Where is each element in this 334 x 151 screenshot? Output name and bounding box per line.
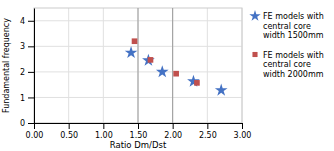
x-axis: 0.00 0.50 1.00 1.50 2.00 2.50 3.00 xyxy=(26,123,252,140)
x-tick: 2.00 xyxy=(164,123,182,140)
point xyxy=(215,84,228,96)
x-grid-line xyxy=(172,8,173,123)
x-tick-mark xyxy=(103,123,104,129)
y-tick-mark xyxy=(28,97,34,98)
legend-label-line: width 2000mm xyxy=(263,70,324,79)
chart-container: 0.00 0.50 1.00 1.50 2.00 2.50 3.00 0 1 2 3 4 Ratio D… xyxy=(0,0,334,151)
legend-label-line: central core xyxy=(263,60,311,69)
x-tick-label: 1.50 xyxy=(130,131,148,140)
legend-marker xyxy=(249,10,260,21)
legend-item: FE models withcentral corewidth 1500mm xyxy=(249,10,323,40)
y-tick-mark xyxy=(28,123,34,124)
vertical-line xyxy=(138,8,139,123)
y-axis: 0 1 2 3 4 xyxy=(20,9,35,129)
x-tick: 1.50 xyxy=(130,123,148,140)
y-tick: 0 xyxy=(20,119,34,128)
x-grid-line xyxy=(103,8,104,123)
legend-label-line: FE models with xyxy=(263,51,324,60)
x-tick-label: 2.50 xyxy=(199,131,217,140)
x-tick-label: 0.00 xyxy=(26,131,44,140)
x-grid-line xyxy=(138,8,139,123)
legend-label-line: FE models with xyxy=(263,12,324,21)
x-tick-label: 0.50 xyxy=(60,131,78,140)
x-tick-label: 1.00 xyxy=(95,131,113,140)
legend-label-line: central core xyxy=(263,22,311,31)
y-tick-mark xyxy=(28,72,34,73)
marks xyxy=(125,8,228,123)
grid xyxy=(34,8,242,123)
point xyxy=(156,65,169,77)
point xyxy=(148,57,154,63)
y-axis-title: Fundamental frequency xyxy=(2,18,11,113)
legend-label: FE models withcentral corewidth 2000mm xyxy=(263,51,324,79)
x-axis-title: Ratio Dm/Dst xyxy=(110,140,167,150)
x-tick: 2.50 xyxy=(199,123,217,140)
y-tick-label: 2 xyxy=(20,68,25,77)
x-tick-mark xyxy=(34,123,35,129)
x-tick-mark xyxy=(138,123,139,129)
plot-area: 0.00 0.50 1.00 1.50 2.00 2.50 3.00 0 1 2 3 4 xyxy=(20,8,252,140)
legend-item: FE models withcentral corewidth 2000mm xyxy=(252,51,323,79)
x-tick: 3.00 xyxy=(234,123,252,140)
legend-marker xyxy=(252,52,257,57)
y-tick-mark xyxy=(28,21,34,22)
y-tick-mark xyxy=(28,46,34,47)
x-tick-label: 3.00 xyxy=(234,131,252,140)
x-tick-mark xyxy=(173,123,174,129)
series-points xyxy=(132,38,200,85)
series-points xyxy=(125,46,228,96)
x-tick-mark xyxy=(69,123,70,129)
plot-frame xyxy=(34,8,242,123)
chart-svg: 0.00 0.50 1.00 1.50 2.00 2.50 3.00 0 1 2 3 4 Ratio D… xyxy=(0,0,334,151)
x-tick: 0.00 xyxy=(26,123,44,140)
x-grid-line xyxy=(68,8,69,123)
y-tick: 3 xyxy=(20,42,34,51)
point xyxy=(194,80,200,86)
x-tick-mark xyxy=(242,123,243,129)
point xyxy=(142,54,155,66)
y-tick: 1 xyxy=(20,94,34,103)
point xyxy=(132,38,138,44)
x-tick: 0.50 xyxy=(60,123,78,140)
y-tick-label: 1 xyxy=(20,94,25,103)
y-tick-label: 4 xyxy=(20,17,25,26)
y-axis-line xyxy=(34,9,35,124)
y-tick: 4 xyxy=(20,17,34,26)
point xyxy=(187,75,200,87)
x-tick-label: 2.00 xyxy=(164,131,182,140)
y-tick: 2 xyxy=(20,68,34,77)
vertical-line xyxy=(172,8,173,123)
point xyxy=(173,71,179,77)
legend-label-line: width 1500mm xyxy=(263,31,324,40)
point xyxy=(125,46,138,58)
y-tick-label: 3 xyxy=(20,42,25,51)
x-tick: 1.00 xyxy=(95,123,113,140)
legend-label: FE models withcentral corewidth 1500mm xyxy=(263,12,324,40)
legend: FE models withcentral corewidth 1500mmFE… xyxy=(249,10,323,78)
x-grid-line xyxy=(207,8,208,123)
y-tick-label: 0 xyxy=(20,119,25,128)
x-tick-mark xyxy=(207,123,208,129)
